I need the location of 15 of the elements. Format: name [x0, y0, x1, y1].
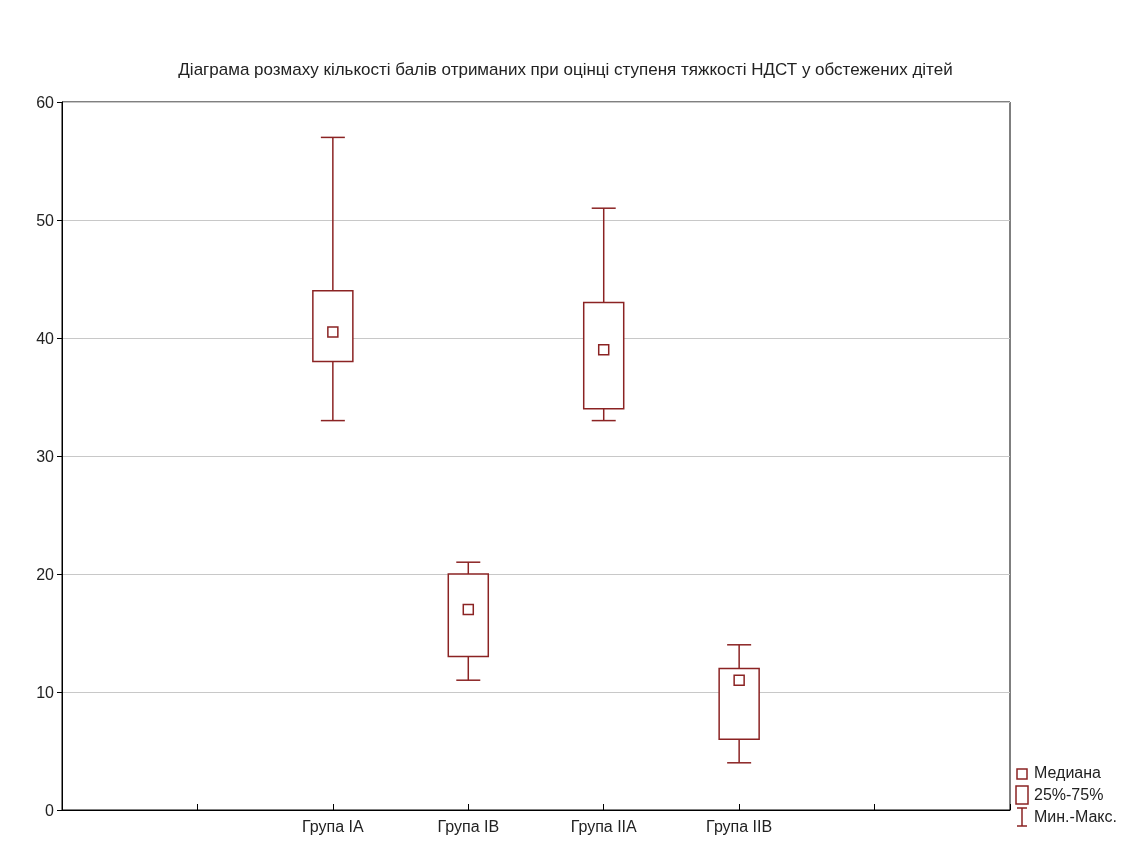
- text: Медиана: [1034, 763, 1101, 783]
- x-tick-label: Група IA: [302, 817, 364, 835]
- x-tick-label: Група IB: [437, 817, 500, 835]
- y-tick-label: 30: [36, 447, 55, 465]
- y-tick-label: 50: [36, 211, 55, 229]
- y-tick-label: 10: [36, 683, 55, 701]
- y-tick-label: 0: [45, 801, 55, 819]
- x-tick-label: Група IIA: [570, 817, 638, 835]
- text: 25%-75%: [1034, 785, 1104, 805]
- chart-title: Діаграма розмаху кількості балів отриманих при оцінці ступеня тяжкості НДСТ у обстежених дітей: [178, 60, 953, 79]
- x-tick-label: Група IIB: [706, 817, 773, 835]
- y-tick-label: 40: [36, 329, 55, 347]
- y-tick-label: 20: [36, 565, 55, 583]
- text: Мин.-Макс.: [1034, 807, 1117, 827]
- y-tick-label: 60: [36, 93, 55, 111]
